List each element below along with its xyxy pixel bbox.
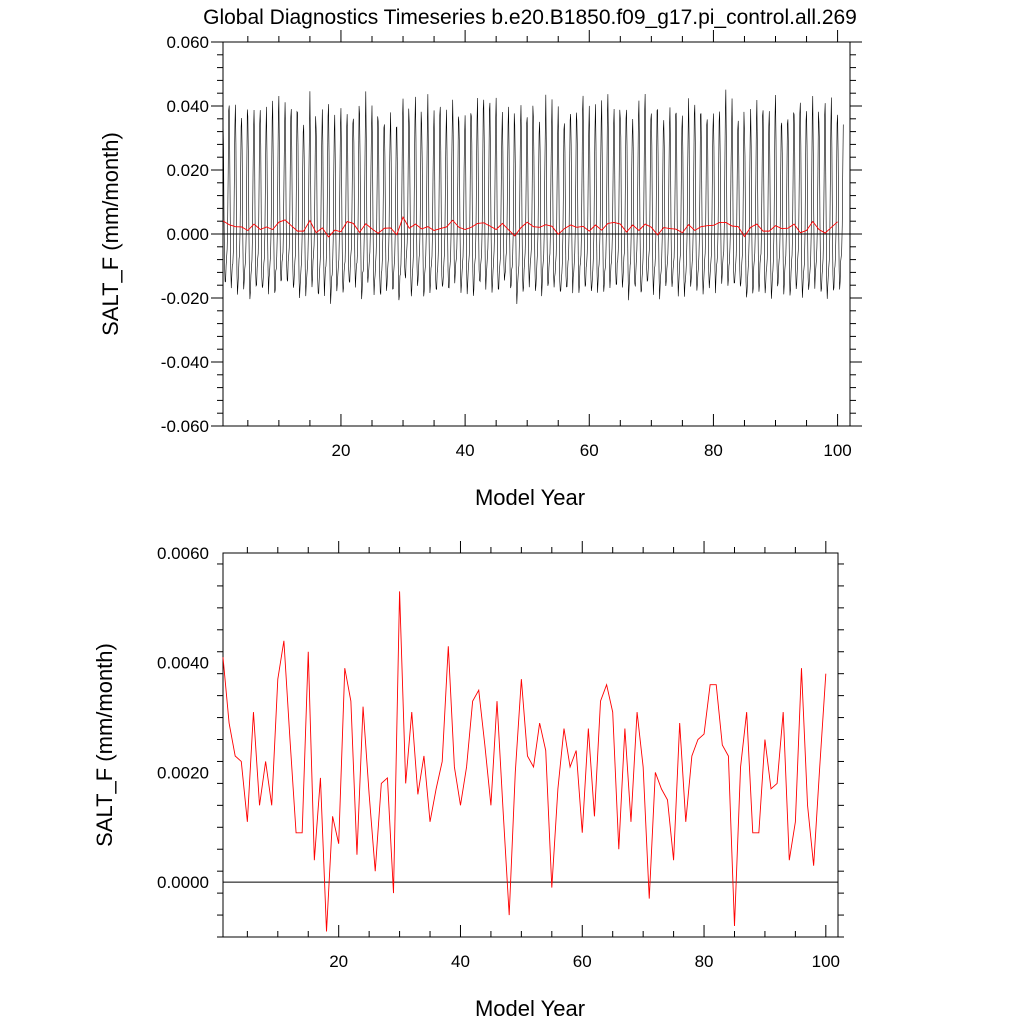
x-axis-title: Model Year: [475, 485, 585, 510]
x-tick-label: 60: [573, 952, 592, 971]
x-tick-label: 100: [812, 952, 840, 971]
tick-labels: 20 40 60 80 100 0.0000 0.0020 0.0040 0.0060: [157, 544, 840, 971]
y-axis-title: SALT_F (mm/month): [92, 643, 117, 847]
top-panel: 20 40 60 80 100 -0.060 -0.040 -0.020 0.000 0.020 0…: [98, 30, 862, 510]
monthly-values-line: [222, 89, 844, 304]
x-tick-label: 80: [704, 441, 723, 460]
annual-mean-line: [222, 215, 838, 238]
x-tick-label: 100: [823, 441, 851, 460]
x-axis-title: Model Year: [475, 996, 585, 1021]
y-tick-label: 0.0040: [157, 654, 209, 673]
monthly-series: [222, 89, 844, 304]
x-tick-label: 20: [331, 441, 350, 460]
tick-marks: [217, 541, 844, 938]
y-tick-label: 0.0000: [157, 873, 209, 892]
x-tick-label: 80: [695, 952, 714, 971]
x-tick-label: 20: [329, 952, 348, 971]
tick-labels: 20 40 60 80 100 -0.060 -0.040 -0.020 0.000 0.020 0…: [161, 33, 852, 460]
annual-series: [222, 215, 838, 238]
y-tick-label: 0.040: [166, 97, 209, 116]
x-tick-label: 40: [451, 952, 470, 971]
x-tick-label: 60: [580, 441, 599, 460]
y-tick-label: -0.020: [161, 289, 209, 308]
annual-series: [222, 591, 827, 932]
y-tick-label: 0.0060: [157, 544, 209, 563]
page-title: Global Diagnostics Timeseries b.e20.B185…: [203, 6, 857, 29]
y-tick-label: 0.020: [166, 161, 209, 180]
annual-mean-line: [222, 591, 827, 932]
y-tick-label: 0.0020: [157, 763, 209, 782]
y-tick-label: 0.060: [166, 33, 209, 52]
tick-marks: [211, 30, 862, 427]
y-tick-label: -0.060: [161, 417, 209, 436]
y-axis-title: SALT_F (mm/month): [98, 132, 123, 336]
y-tick-label: 0.000: [166, 225, 209, 244]
plot-frame: [222, 552, 839, 938]
y-tick-label: -0.040: [161, 353, 209, 372]
x-tick-label: 40: [456, 441, 475, 460]
bottom-panel: 20 40 60 80 100 0.0000 0.0020 0.0040 0.0060 Mode…: [92, 541, 844, 1021]
